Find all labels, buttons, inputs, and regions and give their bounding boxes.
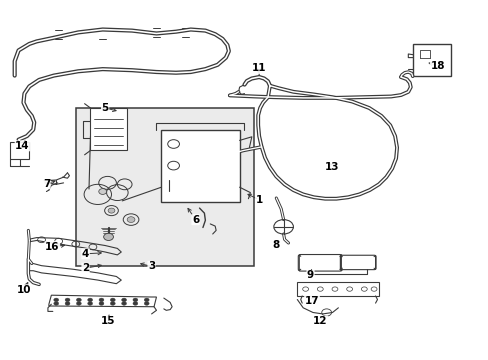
- Text: 14: 14: [15, 141, 30, 151]
- FancyBboxPatch shape: [298, 255, 342, 271]
- Text: 1: 1: [255, 195, 262, 205]
- Text: 15: 15: [100, 316, 115, 326]
- Circle shape: [87, 298, 92, 302]
- Bar: [161, 130, 239, 202]
- Circle shape: [144, 302, 149, 305]
- Circle shape: [76, 302, 81, 305]
- Text: 8: 8: [272, 240, 279, 250]
- Circle shape: [99, 298, 104, 302]
- Polygon shape: [49, 295, 156, 307]
- Text: 7: 7: [42, 179, 50, 189]
- Bar: [412, 44, 450, 76]
- Circle shape: [54, 302, 59, 305]
- Text: 16: 16: [45, 242, 60, 252]
- Text: 2: 2: [82, 263, 89, 273]
- Circle shape: [133, 302, 138, 305]
- Text: 10: 10: [17, 285, 32, 295]
- Circle shape: [122, 298, 126, 302]
- Circle shape: [133, 298, 138, 302]
- Circle shape: [108, 208, 115, 213]
- Bar: [297, 282, 379, 296]
- Text: 9: 9: [306, 270, 313, 280]
- Text: 11: 11: [251, 63, 266, 73]
- FancyBboxPatch shape: [340, 255, 375, 270]
- Text: 17: 17: [304, 296, 319, 306]
- Text: 18: 18: [429, 60, 444, 71]
- Text: 5: 5: [102, 103, 108, 113]
- Circle shape: [76, 298, 81, 302]
- Circle shape: [110, 302, 115, 305]
- Circle shape: [87, 302, 92, 305]
- Circle shape: [127, 217, 135, 222]
- Bar: [76, 108, 254, 266]
- Bar: [90, 108, 127, 150]
- Text: 6: 6: [192, 215, 199, 225]
- Text: 12: 12: [312, 316, 327, 326]
- Bar: [10, 142, 29, 159]
- Text: 13: 13: [325, 162, 339, 172]
- Text: 4: 4: [81, 249, 89, 259]
- Circle shape: [110, 298, 115, 302]
- Circle shape: [122, 302, 126, 305]
- Circle shape: [99, 189, 106, 194]
- Circle shape: [65, 302, 70, 305]
- Circle shape: [65, 298, 70, 302]
- Circle shape: [54, 298, 59, 302]
- Text: 3: 3: [148, 261, 155, 271]
- Circle shape: [99, 302, 104, 305]
- Circle shape: [103, 233, 113, 240]
- Circle shape: [144, 298, 149, 302]
